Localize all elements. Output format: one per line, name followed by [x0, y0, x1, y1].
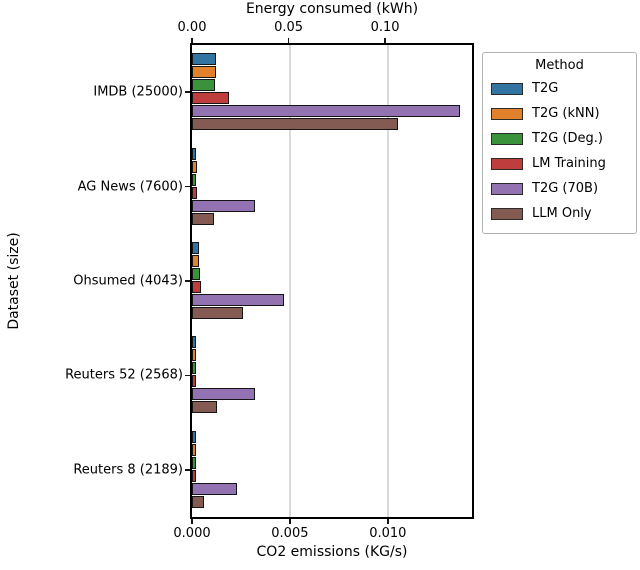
- bar-llm-only: [192, 307, 243, 319]
- bar-t2g-knn: [192, 66, 217, 79]
- legend: Method T2G T2G (kNN) T2G (Deg.) LM Training…: [482, 52, 637, 234]
- bottom-tick: [289, 519, 291, 524]
- legend-entry: T2G: [491, 76, 628, 101]
- y-tick: [185, 469, 190, 471]
- top-tick: [384, 38, 386, 43]
- bar-t2g: [192, 53, 217, 66]
- bar-t2g-70b: [192, 105, 461, 118]
- legend-label: T2G (Deg.): [532, 131, 603, 146]
- legend-entry: T2G (kNN): [491, 101, 628, 126]
- bar-t2g-knn: [192, 160, 198, 173]
- bar-t2g-deg: [192, 173, 196, 186]
- bar-lm-training: [192, 92, 229, 105]
- legend-swatch: [491, 82, 523, 95]
- legend-swatch: [491, 207, 523, 220]
- bottom-axis-title: CO2 emissions (KG/s): [256, 544, 408, 560]
- y-axis-title: Dataset (size): [6, 232, 22, 330]
- top-tick-label: 0.00: [177, 20, 207, 35]
- gridline: [387, 45, 389, 517]
- legend-swatch: [491, 157, 523, 170]
- legend-label: T2G: [532, 81, 559, 96]
- bar-t2g-knn: [192, 255, 200, 267]
- legend-swatch: [491, 132, 523, 145]
- bar-t2g: [192, 242, 200, 254]
- y-tick: [185, 185, 190, 188]
- bar-t2g-knn: [192, 443, 196, 456]
- bar-t2g: [192, 336, 196, 349]
- y-tick-label: Ohsumed (4043): [73, 273, 183, 289]
- legend-entry: T2G (Deg.): [491, 126, 628, 151]
- bar-t2g-70b: [192, 482, 238, 495]
- bar-llm-only: [192, 212, 214, 225]
- bottom-tick-label: 0.005: [271, 526, 309, 541]
- bar-t2g-70b: [192, 294, 285, 306]
- legend-title: Method: [535, 58, 584, 73]
- bar-llm-only: [192, 401, 218, 414]
- bar-lm-training: [192, 281, 202, 293]
- plot-area: [190, 43, 474, 519]
- bar-t2g-70b: [192, 388, 255, 401]
- bar-t2g: [192, 430, 196, 443]
- legend-label: T2G (kNN): [532, 106, 600, 121]
- legend-label: LM Training: [532, 156, 606, 171]
- y-tick: [185, 280, 190, 282]
- bar-t2g-deg: [192, 362, 196, 375]
- bar-t2g-knn: [192, 349, 196, 362]
- legend-label: T2G (70B): [532, 181, 599, 196]
- legend-label: LLM Only: [532, 206, 592, 221]
- bar-lm-training: [192, 469, 196, 482]
- bar-t2g-deg: [192, 456, 196, 469]
- bottom-tick: [387, 519, 389, 524]
- y-tick-label: Reuters 8 (2189): [73, 462, 183, 478]
- bar-llm-only: [192, 495, 204, 508]
- top-tick-label: 0.05: [274, 20, 304, 35]
- top-tick: [287, 38, 290, 43]
- bar-t2g: [192, 147, 196, 160]
- bar-llm-only: [192, 118, 398, 131]
- y-tick-label: AG News (7600): [77, 179, 183, 195]
- y-tick: [185, 91, 190, 93]
- y-tick: [185, 374, 190, 377]
- bar-t2g-70b: [192, 199, 255, 212]
- y-tick-label: IMDB (25000): [93, 84, 183, 100]
- legend-entry: LLM Only: [491, 201, 628, 226]
- bottom-tick-label: 0.000: [173, 526, 211, 541]
- legend-entry: LM Training: [491, 151, 628, 176]
- bar-lm-training: [192, 186, 198, 199]
- y-tick-label: Reuters 52 (2568): [65, 367, 183, 383]
- legend-swatch: [491, 107, 523, 120]
- bar-lm-training: [192, 375, 197, 388]
- top-axis-title: Energy consumed (kWh): [245, 1, 419, 17]
- bottom-tick: [191, 519, 193, 524]
- legend-entries: T2G T2G (kNN) T2G (Deg.) LM Training T2G (70…: [491, 76, 628, 226]
- top-tick-label: 0.10: [370, 20, 400, 35]
- bar-t2g-deg: [192, 268, 201, 280]
- gridline: [289, 45, 291, 517]
- legend-swatch: [491, 182, 523, 195]
- bar-t2g-deg: [192, 79, 216, 92]
- top-tick: [191, 38, 193, 43]
- legend-entry: T2G (70B): [491, 176, 628, 201]
- bottom-tick-label: 0.010: [369, 526, 407, 541]
